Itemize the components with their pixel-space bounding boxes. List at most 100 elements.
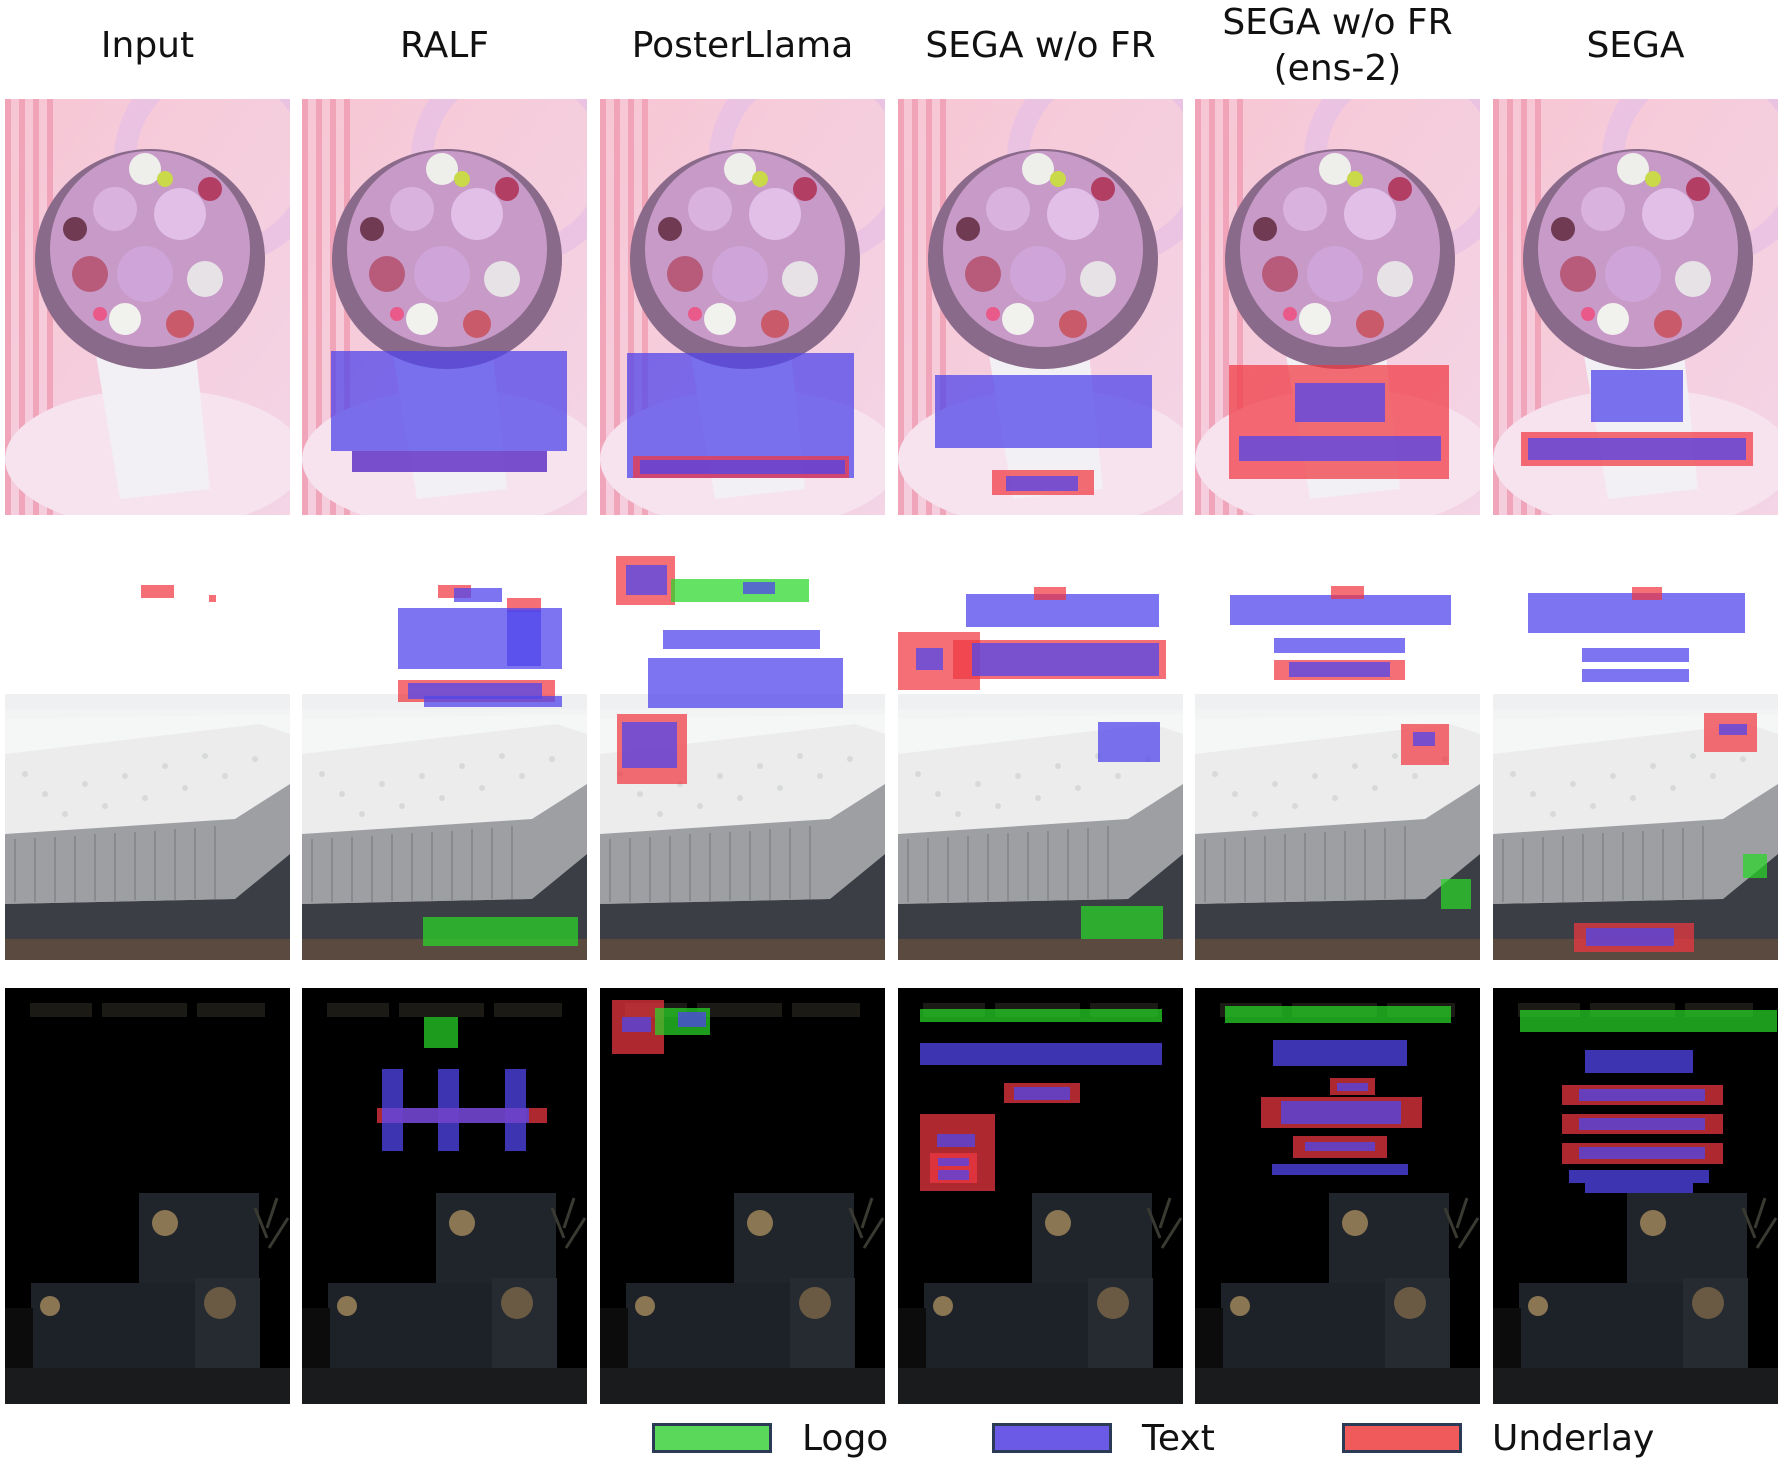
text-box <box>1528 438 1746 460</box>
text-box <box>622 722 677 768</box>
dark-product-boxes-image <box>600 988 885 1404</box>
panel-bed-sega-wo-fr-ens2 <box>1195 544 1480 960</box>
mattress-bed-image <box>302 544 587 960</box>
flower-bouquet-image <box>5 99 290 515</box>
logo-box <box>671 579 809 602</box>
text-box <box>1591 370 1683 422</box>
panel-dark-ralf <box>302 988 587 1404</box>
underlay-box <box>209 595 216 602</box>
text-box <box>1273 1040 1407 1066</box>
text-box <box>1413 732 1435 746</box>
text-box <box>1585 1183 1693 1193</box>
text-box <box>972 643 1159 676</box>
text-box <box>920 1043 1162 1065</box>
legend-item-underlay: Underlay <box>1342 1408 1654 1468</box>
text-box <box>678 1012 706 1027</box>
text-box <box>1579 1118 1705 1130</box>
text-box <box>1579 1147 1705 1159</box>
text-box <box>1274 638 1405 653</box>
underlay-swatch <box>1342 1423 1462 1453</box>
logo-box <box>423 917 578 946</box>
logo-box <box>1520 1010 1777 1032</box>
text-box <box>1289 662 1390 677</box>
panel-bed-sega <box>1493 544 1778 960</box>
text-box <box>938 1158 969 1166</box>
logo-box <box>424 1017 458 1048</box>
logo-box <box>1441 879 1471 909</box>
text-box <box>622 1017 651 1032</box>
panel-bed-posterllama <box>600 544 885 960</box>
underlay-box <box>141 585 174 598</box>
text-box <box>1239 436 1441 461</box>
dark-product-boxes-image <box>302 988 587 1404</box>
legend-item-text: Text <box>992 1408 1215 1468</box>
text-box <box>1586 928 1674 946</box>
text-box <box>424 696 562 707</box>
text-box <box>331 351 567 451</box>
col-header-sega-wo-fr: SEGA w/o FR <box>925 24 1156 66</box>
legend-label-underlay: Underlay <box>1492 1417 1655 1459</box>
panel-flowers-sega-wo-fr <box>898 99 1183 515</box>
text-box <box>382 1108 529 1123</box>
text-box <box>1098 722 1160 762</box>
underlay-box <box>1034 587 1066 600</box>
text-box <box>1295 383 1385 422</box>
text-box <box>1272 1164 1408 1175</box>
text-swatch <box>992 1423 1112 1453</box>
text-box <box>1585 1050 1693 1073</box>
panel-dark-sega-wo-fr <box>898 988 1183 1404</box>
text-box <box>1006 476 1078 491</box>
panel-flowers-posterllama <box>600 99 885 515</box>
text-box <box>1579 1089 1705 1101</box>
col-header-ralf: RALF <box>400 24 489 66</box>
panel-dark-input <box>5 988 290 1404</box>
text-box <box>408 683 542 699</box>
panel-flowers-sega <box>1493 99 1778 515</box>
panel-dark-posterllama <box>600 988 885 1404</box>
logo-box <box>1743 854 1767 878</box>
text-box <box>352 451 547 472</box>
text-box <box>648 658 843 708</box>
panel-bed-ralf <box>302 544 587 960</box>
mattress-bed-image <box>5 544 290 960</box>
text-box <box>640 460 845 474</box>
text-box <box>1230 595 1451 625</box>
flower-bouquet-image <box>898 99 1183 515</box>
logo-swatch <box>652 1423 772 1453</box>
logo-box <box>1225 1006 1451 1023</box>
col-header-posterllama: PosterLlama <box>631 24 854 66</box>
dark-product-boxes-image <box>5 988 290 1404</box>
panel-dark-sega-wo-fr-ens2 <box>1195 988 1480 1404</box>
col-header-input: Input <box>100 24 195 66</box>
col-header-sega-wo-fr-ens2: SEGA w/o FR (ens-2) <box>1222 1 1453 89</box>
legend-label-logo: Logo <box>802 1417 889 1459</box>
panel-flowers-ralf <box>302 99 587 515</box>
underlay-box <box>1632 587 1662 600</box>
text-box <box>938 1170 969 1180</box>
panel-bed-sega-wo-fr <box>898 544 1183 960</box>
text-box <box>507 610 541 666</box>
text-box <box>1719 724 1747 735</box>
text-box <box>937 1134 975 1147</box>
underlay-box <box>1331 586 1364 599</box>
logo-box <box>1081 906 1163 939</box>
logo-box <box>920 1009 1162 1022</box>
panel-flowers-input <box>5 99 290 515</box>
text-box <box>916 648 943 670</box>
text-box <box>1014 1087 1070 1100</box>
text-box <box>1305 1142 1375 1151</box>
text-box <box>935 375 1152 448</box>
text-box <box>663 630 820 649</box>
text-box <box>626 565 667 595</box>
text-box <box>1281 1101 1401 1124</box>
legend-label-text: Text <box>1142 1417 1215 1459</box>
text-box <box>1582 669 1689 682</box>
text-box <box>454 588 502 602</box>
panel-bed-input <box>5 544 290 960</box>
text-box <box>743 582 775 594</box>
legend-item-logo: Logo <box>652 1408 888 1468</box>
text-box <box>1582 648 1689 662</box>
col-header-sega: SEGA <box>1586 24 1685 66</box>
text-box <box>1337 1083 1368 1091</box>
panel-dark-sega <box>1493 988 1778 1404</box>
